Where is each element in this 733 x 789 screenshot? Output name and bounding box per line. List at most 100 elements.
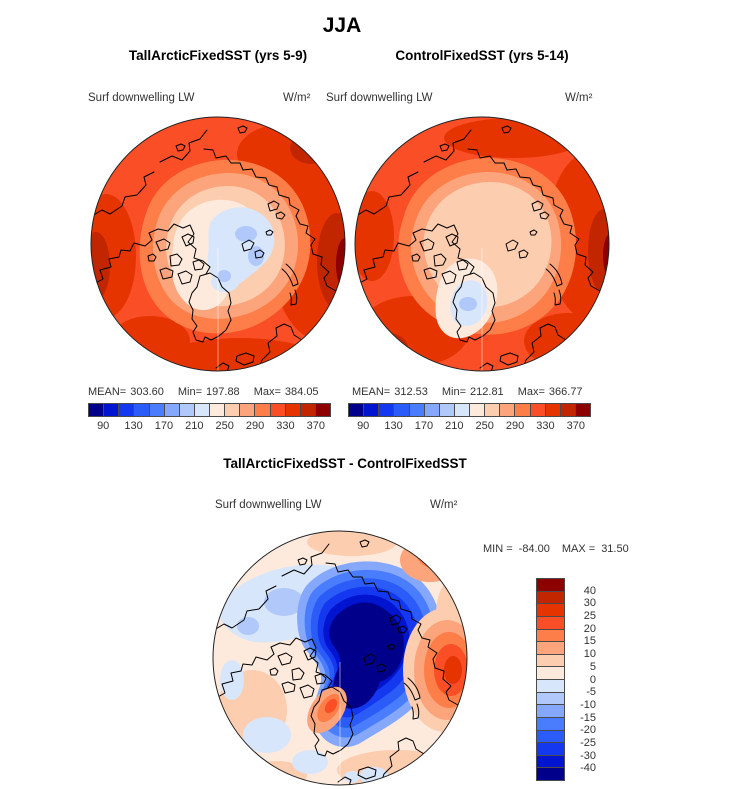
colorbar-tick-label: -25 — [580, 736, 596, 749]
mean-label: MEAN= — [88, 386, 127, 398]
colorbar-cell — [379, 404, 395, 416]
colorbar-tick-label: 170 — [154, 420, 174, 432]
units-label-left: W/m² — [283, 92, 311, 104]
map-outline — [90, 116, 346, 372]
colorbar-cell — [537, 743, 564, 756]
colorbar-cell — [270, 404, 286, 416]
colorbar-cell — [119, 404, 135, 416]
min-value: 212.81 — [470, 386, 504, 398]
colorbar-cell — [537, 717, 564, 731]
colorbar-cell — [515, 404, 531, 416]
colorbar-cell — [537, 680, 564, 693]
colorbar-tick-label: 20 — [583, 622, 596, 635]
map-outline — [354, 116, 610, 372]
colorbar-cell — [409, 404, 425, 416]
min-value: -84.00 — [518, 543, 550, 555]
map-outline — [212, 530, 468, 786]
map-tallarctic — [90, 116, 346, 372]
colorbar-cell — [149, 404, 165, 416]
max-label: MAX = — [561, 543, 596, 555]
map-control — [354, 116, 610, 372]
field-label-right: Surf downwelling LW — [326, 92, 433, 104]
min-label: Min= — [441, 386, 467, 398]
colorbar-tick-label: -40 — [580, 762, 596, 775]
colorbar-cell — [104, 404, 120, 416]
mean-value: 312.53 — [394, 386, 428, 398]
panel-title-difference: TallArcticFixedSST - ControlFixedSST — [223, 456, 467, 471]
colorbar-cell — [164, 404, 180, 416]
colorbar-cell — [537, 730, 564, 744]
colorbar-cell — [537, 604, 564, 617]
colorbar-tick-label: 25 — [583, 610, 596, 623]
colorbar-tick-label: -5 — [586, 686, 596, 699]
stats-left: MEAN= 303.60 Min= 197.88 Max= 384.05 — [88, 386, 319, 398]
colorbar-cell — [240, 404, 256, 416]
colorbar-cell — [537, 705, 564, 718]
colorbar-tick-label: 210 — [185, 420, 204, 432]
colorbar-cell — [545, 404, 561, 416]
colorbar-tick-label: 210 — [445, 420, 464, 432]
map-difference — [212, 530, 468, 786]
colorbar-tick-label: 10 — [583, 648, 596, 661]
colorbar-tick-label: 250 — [215, 420, 234, 432]
min-value: 197.88 — [206, 386, 240, 398]
colorbar-cell — [560, 404, 576, 416]
colorbar-cell — [225, 404, 241, 416]
colorbar-tick-label: 30 — [583, 597, 596, 610]
contour-bands — [213, 531, 467, 785]
colorbar-cell — [300, 404, 316, 416]
colorbar-cell — [194, 404, 210, 416]
colorbar-cell — [537, 642, 564, 655]
colorbar-cell — [285, 404, 301, 416]
colorbar-tick-label: 290 — [245, 420, 265, 432]
colorbar-right — [348, 403, 591, 417]
colorbar-cell — [485, 404, 501, 416]
colorbar-tick-label: 40 — [583, 584, 596, 597]
field-label-left: Surf downwelling LW — [88, 92, 195, 104]
mean-value: 303.60 — [130, 386, 164, 398]
colorbar-cell — [179, 404, 195, 416]
colorbar-tick-label: 130 — [384, 420, 403, 432]
colorbar-tick-label: 370 — [306, 420, 325, 432]
mean-label: MEAN= — [352, 386, 391, 398]
colorbar-cell — [394, 404, 410, 416]
max-value: 384.05 — [284, 386, 319, 398]
colorbar-cell — [470, 404, 486, 416]
panel-title-control: ControlFixedSST (yrs 5-14) — [395, 48, 569, 63]
colorbar-cell — [500, 404, 516, 416]
colorbar-left — [88, 403, 331, 417]
colorbar-cell — [537, 579, 564, 592]
colorbar-tick-label: 130 — [124, 420, 143, 432]
colorbar-tick-label: 170 — [414, 420, 434, 432]
colorbar-cell — [537, 629, 564, 643]
colorbar-tick-label: 90 — [357, 420, 370, 432]
panel-title-tallarctic: TallArcticFixedSST (yrs 5-9) — [128, 48, 308, 63]
colorbar-cell — [454, 404, 470, 416]
colorbar-cell — [537, 654, 564, 668]
min-label: MIN = — [483, 543, 513, 555]
max-label: Max= — [517, 386, 545, 398]
colorbar-tick-label: -20 — [580, 724, 596, 737]
colorbar-tick-label: 330 — [536, 420, 555, 432]
colorbar-tick-label: -15 — [580, 711, 596, 724]
colorbar-tick-label: 330 — [276, 420, 295, 432]
colorbar-ticks-left: 90 130 170 210 250 290 330 370 — [88, 420, 331, 433]
min-label: Min= — [177, 386, 203, 398]
colorbar-tick-label: -10 — [580, 698, 596, 711]
colorbar-cell — [89, 404, 105, 416]
max-value: 366.77 — [548, 386, 583, 398]
colorbar-cell — [537, 755, 564, 769]
colorbar-tick-label: -30 — [580, 749, 596, 762]
contour-bands — [91, 117, 345, 371]
colorbar-cell — [364, 404, 380, 416]
colorbar-cell — [575, 404, 590, 416]
colorbar-cell — [537, 667, 564, 680]
colorbar-cell — [537, 692, 564, 706]
colorbar-cell — [424, 404, 440, 416]
units-label-diff: W/m² — [430, 499, 458, 511]
colorbar-cell — [349, 404, 365, 416]
colorbar-difference — [536, 578, 565, 781]
stats-difference: MIN = -84.00 MAX = 31.50 — [483, 543, 629, 555]
colorbar-tick-label: 370 — [566, 420, 585, 432]
colorbar-cell — [255, 404, 271, 416]
